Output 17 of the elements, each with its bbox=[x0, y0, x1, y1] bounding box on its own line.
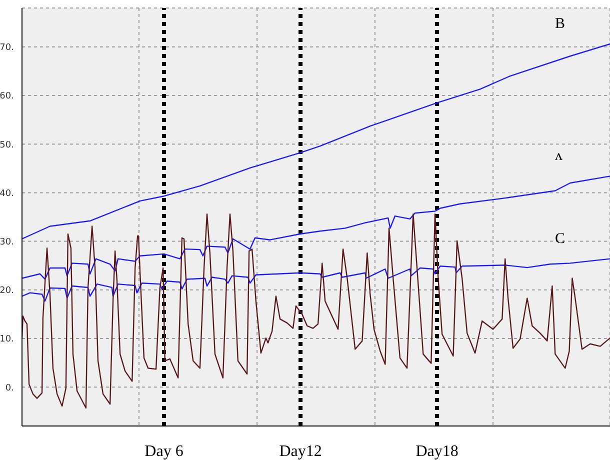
ref-line-label: Day12 bbox=[279, 443, 322, 460]
series-label: C bbox=[555, 230, 566, 247]
y-tick-label: 70. bbox=[0, 43, 14, 54]
ref-line-label: Day 6 bbox=[144, 443, 184, 460]
y-tick-label: 40. bbox=[0, 188, 14, 199]
y-tick-label: 20. bbox=[0, 286, 14, 296]
y-tick-label: 0. bbox=[5, 383, 14, 394]
ref-line-label: Day18 bbox=[416, 443, 458, 460]
series-label: ʌ bbox=[555, 148, 563, 164]
y-tick-label: 30. bbox=[0, 237, 14, 248]
y-tick-label: 50. bbox=[0, 140, 14, 150]
line-series bbox=[22, 176, 610, 280]
series-label: B bbox=[555, 16, 566, 32]
line-series bbox=[22, 213, 610, 409]
y-tick-label: 60. bbox=[0, 92, 14, 102]
line-series bbox=[22, 258, 610, 302]
y-tick-label: 10. bbox=[0, 334, 14, 345]
